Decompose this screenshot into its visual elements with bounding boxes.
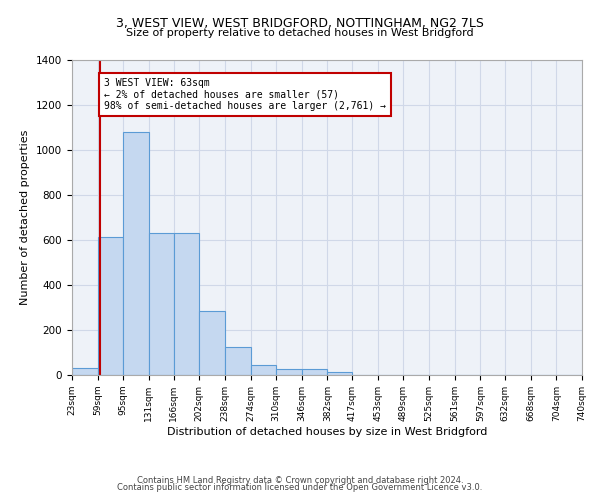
Bar [225, 347, 251, 375]
Text: Size of property relative to detached houses in West Bridgford: Size of property relative to detached ho… [126, 28, 474, 38]
Bar [149, 233, 174, 375]
Bar [276, 370, 302, 375]
Text: 3 WEST VIEW: 63sqm
← 2% of detached houses are smaller (57)
98% of semi-detached: 3 WEST VIEW: 63sqm ← 2% of detached hous… [104, 78, 386, 111]
Text: Contains HM Land Registry data © Crown copyright and database right 2024.: Contains HM Land Registry data © Crown c… [137, 476, 463, 485]
Bar [174, 233, 199, 375]
Bar [199, 311, 225, 375]
Text: 3, WEST VIEW, WEST BRIDGFORD, NOTTINGHAM, NG2 7LS: 3, WEST VIEW, WEST BRIDGFORD, NOTTINGHAM… [116, 18, 484, 30]
Bar [328, 372, 352, 375]
Bar [123, 132, 149, 375]
Bar [251, 365, 276, 375]
Y-axis label: Number of detached properties: Number of detached properties [20, 130, 31, 305]
Bar [72, 368, 98, 375]
X-axis label: Distribution of detached houses by size in West Bridgford: Distribution of detached houses by size … [167, 426, 487, 436]
Text: Contains public sector information licensed under the Open Government Licence v3: Contains public sector information licen… [118, 484, 482, 492]
Bar [98, 236, 123, 375]
Bar [302, 370, 328, 375]
